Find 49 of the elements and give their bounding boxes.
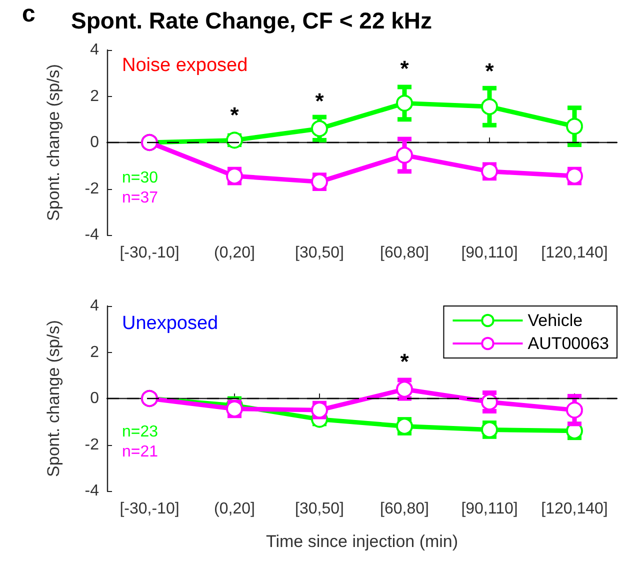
text: c: [22, 0, 36, 28]
legend-label: AUT00063: [528, 334, 610, 353]
y-tick-label: 0: [90, 390, 100, 407]
point: [311, 120, 328, 138]
point: [226, 132, 243, 149]
annotation: n=21: [122, 444, 158, 460]
y-tick-label: 0: [90, 134, 100, 151]
point: [481, 393, 498, 410]
point: [566, 118, 583, 135]
x-tick-label: [60,80]: [380, 500, 429, 518]
annotation: *: [400, 56, 410, 81]
annotation: *: [485, 58, 494, 84]
annotation: *: [315, 88, 324, 114]
y-tick-label: -2: [84, 436, 100, 454]
y-tick-label: 2: [90, 344, 100, 361]
annotation: n=37: [122, 190, 158, 206]
legend-label: Vehicle: [528, 311, 583, 330]
x-tick-label: [90,110]: [461, 500, 518, 518]
point: [396, 380, 413, 398]
x-tick-label: (0,20]: [214, 500, 255, 518]
annotation: n=23: [122, 424, 158, 440]
y-tick-label: 4: [90, 42, 100, 58]
x-tick-label: [60,80]: [380, 244, 429, 262]
x-tick-label: [120,140]: [541, 500, 608, 518]
chart-title: Spont. Rate Change, CF < 22 kHz: [71, 8, 432, 34]
y-axis-title: Spont. change (sp/s): [44, 320, 63, 477]
y-axis-title: Spont. change (sp/s): [44, 64, 63, 221]
annotation: Noise exposed: [122, 55, 248, 76]
x-tick-label: [30,50]: [295, 244, 344, 262]
x-tick-label: [30,50]: [295, 500, 344, 518]
x-tick-label: [90,110]: [461, 244, 518, 262]
x-tick-label: (0,20]: [214, 244, 255, 262]
annotation: *: [400, 349, 410, 374]
x-tick-label: [120,140]: [541, 244, 608, 262]
annotation: n=30: [122, 170, 158, 186]
y-tick-label: -4: [84, 226, 100, 244]
y-tick-label: -4: [84, 482, 100, 500]
x-axis-title: Time since injection (min): [266, 532, 458, 551]
annotation: Unexposed: [122, 313, 218, 334]
y-tick-label: -2: [84, 180, 100, 198]
point: [396, 146, 413, 164]
y-tick-label: 4: [90, 298, 100, 314]
point: [566, 402, 583, 419]
x-tick-label: [-30,-10]: [120, 500, 180, 518]
x-tick-label: [-30,-10]: [120, 244, 180, 262]
annotation: *: [230, 102, 240, 128]
point: [396, 94, 413, 112]
y-tick-label: 2: [90, 88, 100, 105]
point: [481, 98, 498, 116]
